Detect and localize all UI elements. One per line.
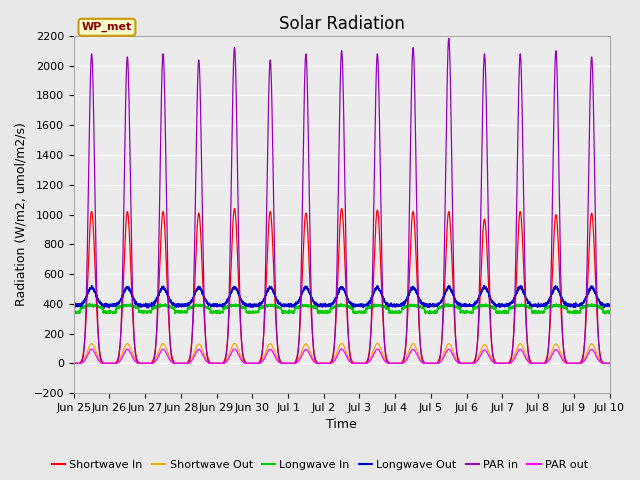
Shortwave In (583, 295, 591, 301)
Shortwave Out (583, 349, 591, 355)
Longwave Out (70, 302, 77, 308)
PAR in (605, 360, 613, 366)
Legend: Shortwave In, Shortwave Out, Longwave In, Longwave Out, PAR in, PAR out: Shortwave In, Shortwave Out, Longwave In… (47, 456, 593, 474)
Shortwave In (477, 283, 484, 288)
Longwave Out (461, 302, 469, 308)
Longwave Out (605, 302, 613, 308)
PAR out (461, 360, 469, 366)
PAR out (605, 360, 613, 366)
Longwave In (583, 304, 591, 310)
Longwave Out (517, 282, 525, 288)
Line: Longwave Out: Longwave Out (74, 285, 609, 308)
Line: Shortwave In: Shortwave In (74, 208, 609, 363)
Longwave In (461, 309, 469, 315)
Shortwave In (324, 360, 332, 366)
Title: Solar Radiation: Solar Radiation (278, 15, 404, 33)
Text: WP_met: WP_met (82, 22, 132, 32)
Longwave In (86, 300, 93, 306)
Shortwave In (252, 360, 260, 366)
PAR out (230, 346, 238, 352)
PAR in (252, 360, 260, 366)
Shortwave In (461, 360, 469, 366)
Longwave Out (324, 301, 332, 307)
Longwave Out (252, 302, 260, 308)
Longwave In (601, 311, 609, 317)
Longwave In (324, 309, 332, 315)
PAR out (583, 353, 591, 359)
PAR in (583, 264, 591, 270)
Line: Shortwave Out: Shortwave Out (74, 343, 609, 363)
PAR out (324, 360, 332, 366)
Line: Longwave In: Longwave In (74, 303, 609, 314)
PAR out (577, 360, 584, 366)
PAR out (252, 360, 260, 366)
Line: PAR in: PAR in (74, 38, 609, 363)
PAR out (477, 352, 484, 358)
Shortwave In (70, 360, 77, 366)
PAR out (70, 360, 77, 366)
PAR in (461, 360, 469, 366)
Shortwave Out (577, 360, 584, 366)
Shortwave Out (70, 360, 77, 366)
Shortwave In (230, 205, 238, 211)
Longwave Out (577, 300, 584, 306)
Longwave In (477, 303, 484, 309)
Shortwave Out (230, 340, 238, 346)
Shortwave Out (461, 360, 469, 366)
PAR in (477, 228, 484, 234)
PAR in (323, 360, 331, 366)
Shortwave Out (477, 348, 484, 354)
Longwave Out (583, 292, 591, 298)
Shortwave In (577, 360, 584, 365)
PAR in (70, 360, 77, 366)
Longwave Out (145, 305, 152, 311)
Y-axis label: Radiation (W/m2, umol/m2/s): Radiation (W/m2, umol/m2/s) (15, 122, 28, 306)
Longwave In (577, 306, 584, 312)
Shortwave Out (605, 360, 613, 366)
Longwave Out (477, 291, 484, 297)
Longwave In (252, 309, 260, 315)
Shortwave In (605, 360, 613, 366)
Longwave In (605, 310, 613, 316)
X-axis label: Time: Time (326, 419, 357, 432)
Shortwave Out (324, 360, 332, 366)
PAR in (445, 36, 452, 41)
Shortwave Out (252, 360, 260, 366)
Line: PAR out: PAR out (74, 349, 609, 363)
PAR in (577, 360, 584, 366)
Longwave In (70, 309, 77, 314)
